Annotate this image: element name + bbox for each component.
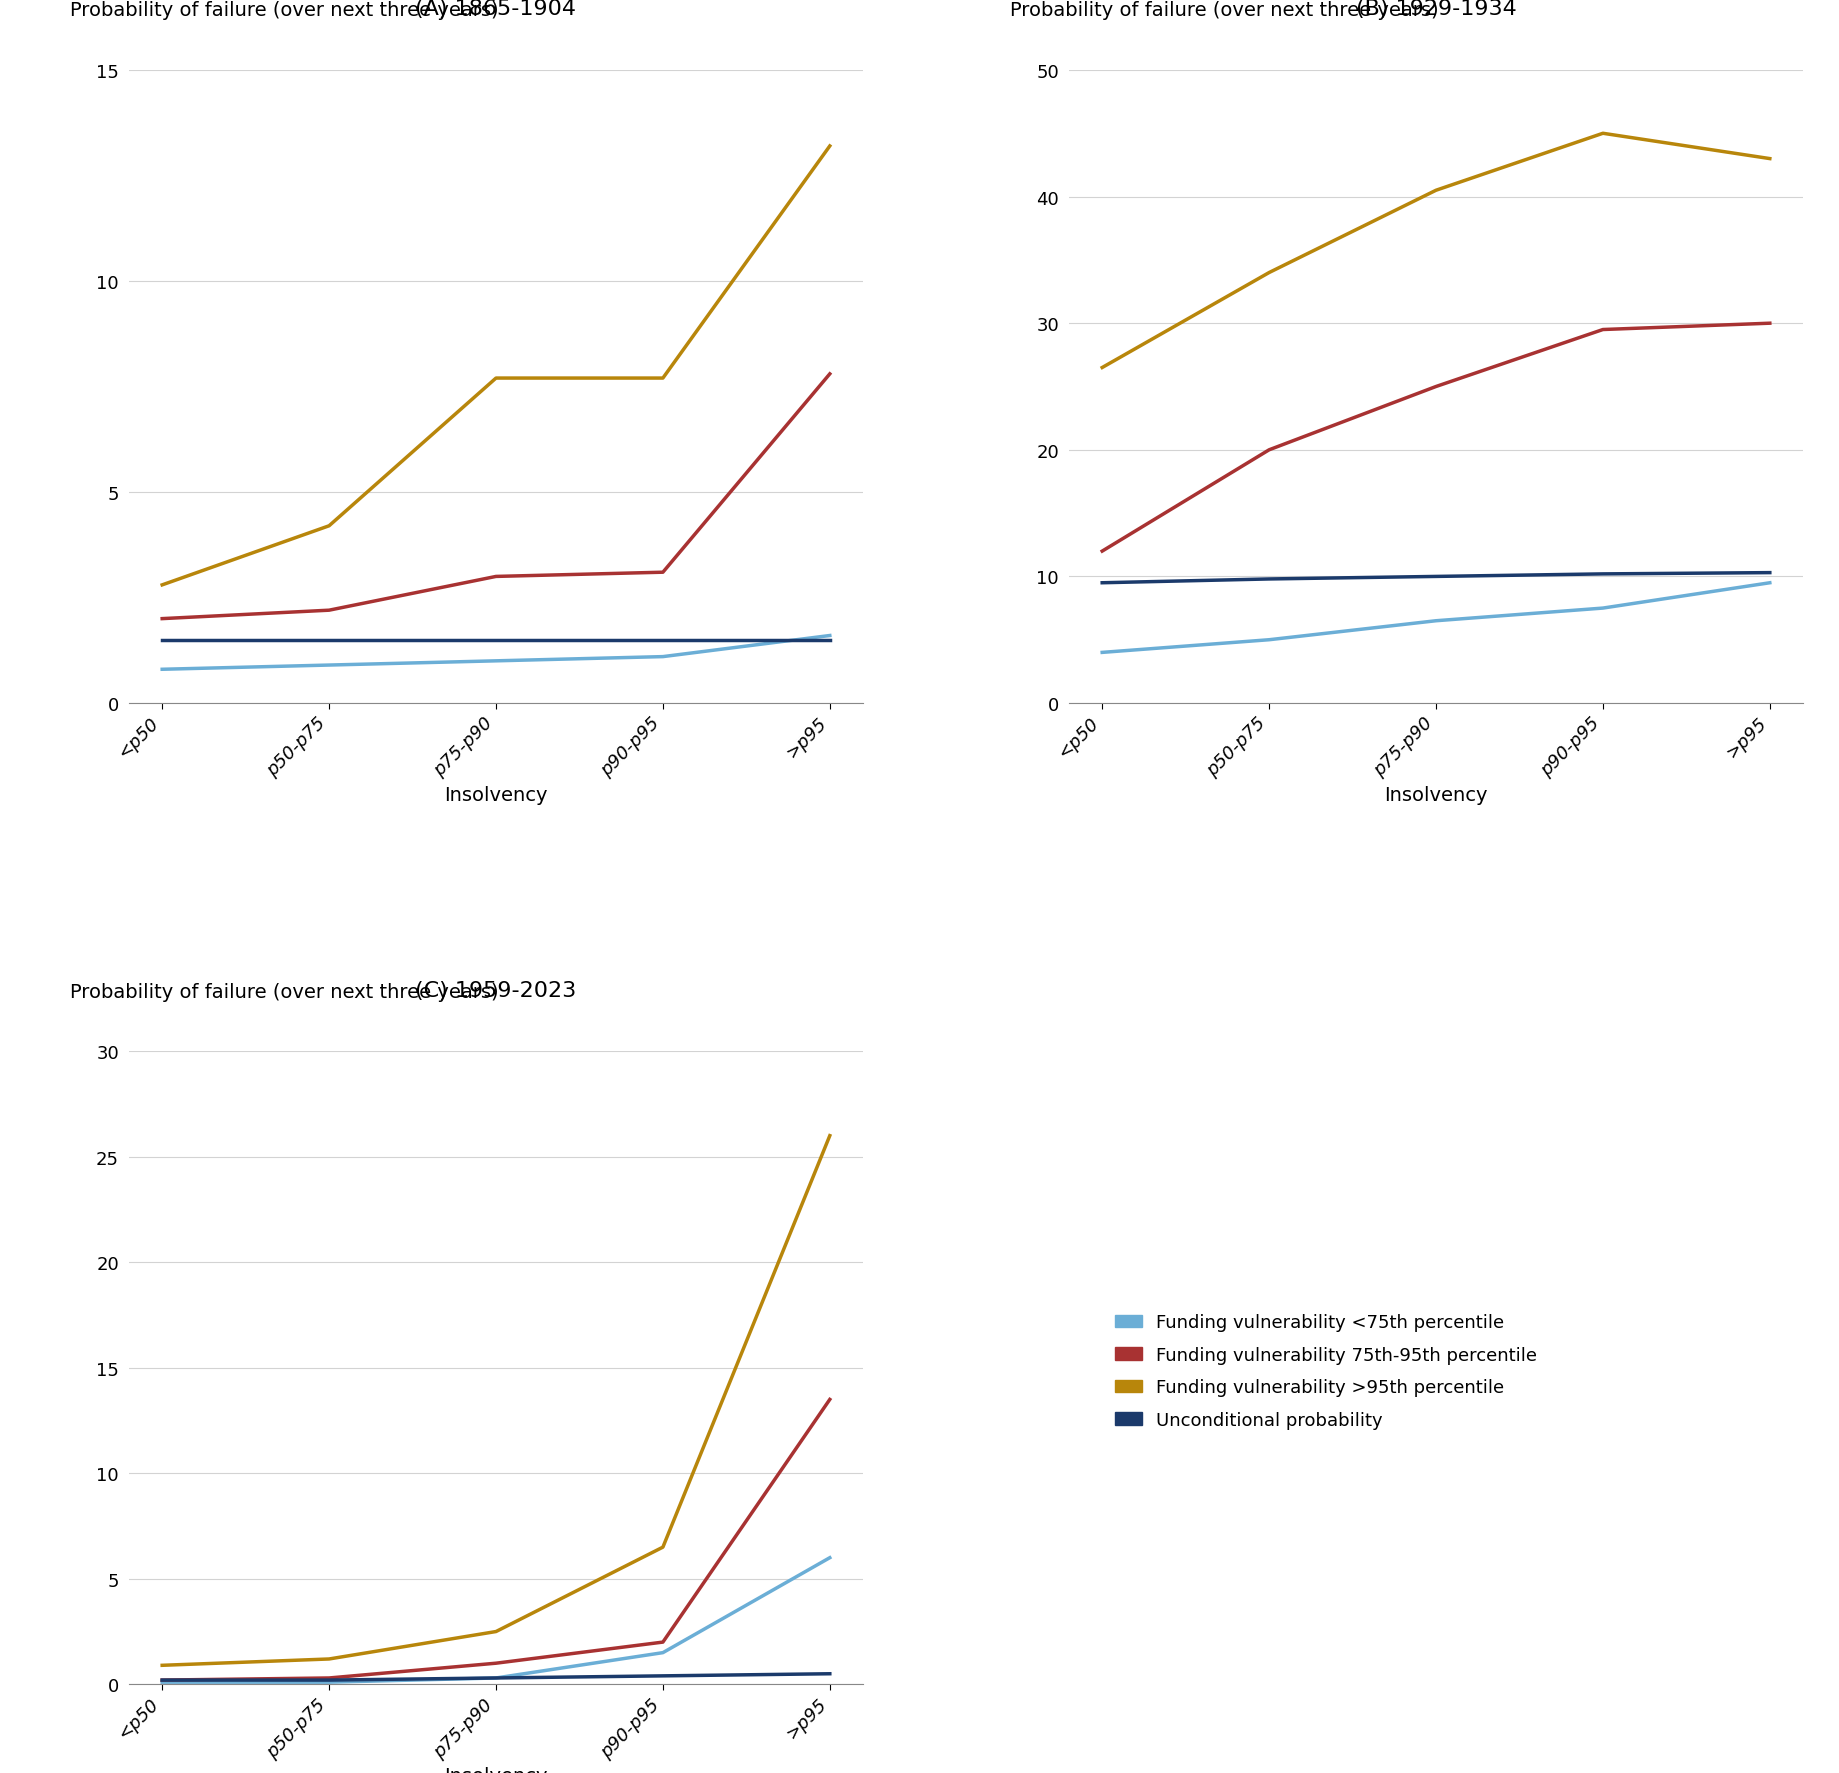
Title: (C) 1959-2023: (C) 1959-2023 (416, 980, 576, 1000)
X-axis label: Insolvency: Insolvency (443, 1766, 548, 1773)
Title: (B) 1929-1934: (B) 1929-1934 (1355, 0, 1515, 20)
Text: Probability of failure (over next three years): Probability of failure (over next three … (70, 982, 498, 1002)
Text: Probability of failure (over next three years): Probability of failure (over next three … (1010, 2, 1438, 20)
Legend: Funding vulnerability <75th percentile, Funding vulnerability 75th-95th percenti: Funding vulnerability <75th percentile, … (1114, 1314, 1536, 1429)
Text: Probability of failure (over next three years): Probability of failure (over next three … (70, 2, 498, 20)
Title: (A) 1865-1904: (A) 1865-1904 (416, 0, 576, 20)
X-axis label: Insolvency: Insolvency (443, 785, 548, 805)
X-axis label: Insolvency: Insolvency (1383, 785, 1488, 805)
